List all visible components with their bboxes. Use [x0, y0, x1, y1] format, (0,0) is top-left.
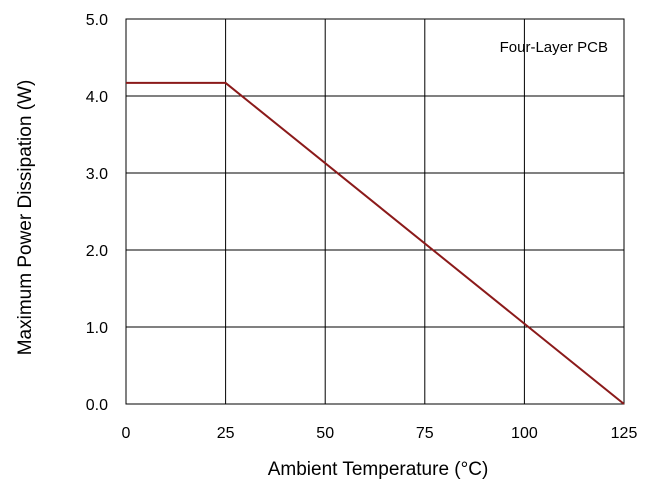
x-axis-ticks: 0 25 50 75 100 125	[122, 425, 638, 442]
y-tick-label: 0.0	[86, 397, 108, 414]
series-group	[126, 81, 625, 405]
y-axis-ticks: 0.0 1.0 2.0 3.0 4.0 5.0	[86, 12, 108, 414]
series-line	[126, 81, 625, 405]
chart-annotation: Four-Layer PCB	[500, 39, 608, 56]
x-tick-label: 75	[416, 425, 434, 442]
x-tick-label: 125	[611, 425, 638, 442]
y-tick-label: 3.0	[86, 166, 108, 183]
y-tick-label: 1.0	[86, 320, 108, 337]
y-tick-label: 2.0	[86, 243, 108, 260]
x-tick-label: 0	[122, 425, 131, 442]
x-tick-label: 100	[511, 425, 538, 442]
x-tick-label: 50	[316, 425, 334, 442]
grid	[126, 19, 624, 404]
y-tick-label: 4.0	[86, 89, 108, 106]
x-axis-label: Ambient Temperature (°C)	[268, 459, 489, 480]
plot-area	[125, 18, 625, 405]
x-tick-label: 25	[217, 425, 235, 442]
y-axis-label: Maximum Power Dissipation (W)	[15, 80, 36, 356]
y-tick-label: 5.0	[86, 12, 108, 29]
